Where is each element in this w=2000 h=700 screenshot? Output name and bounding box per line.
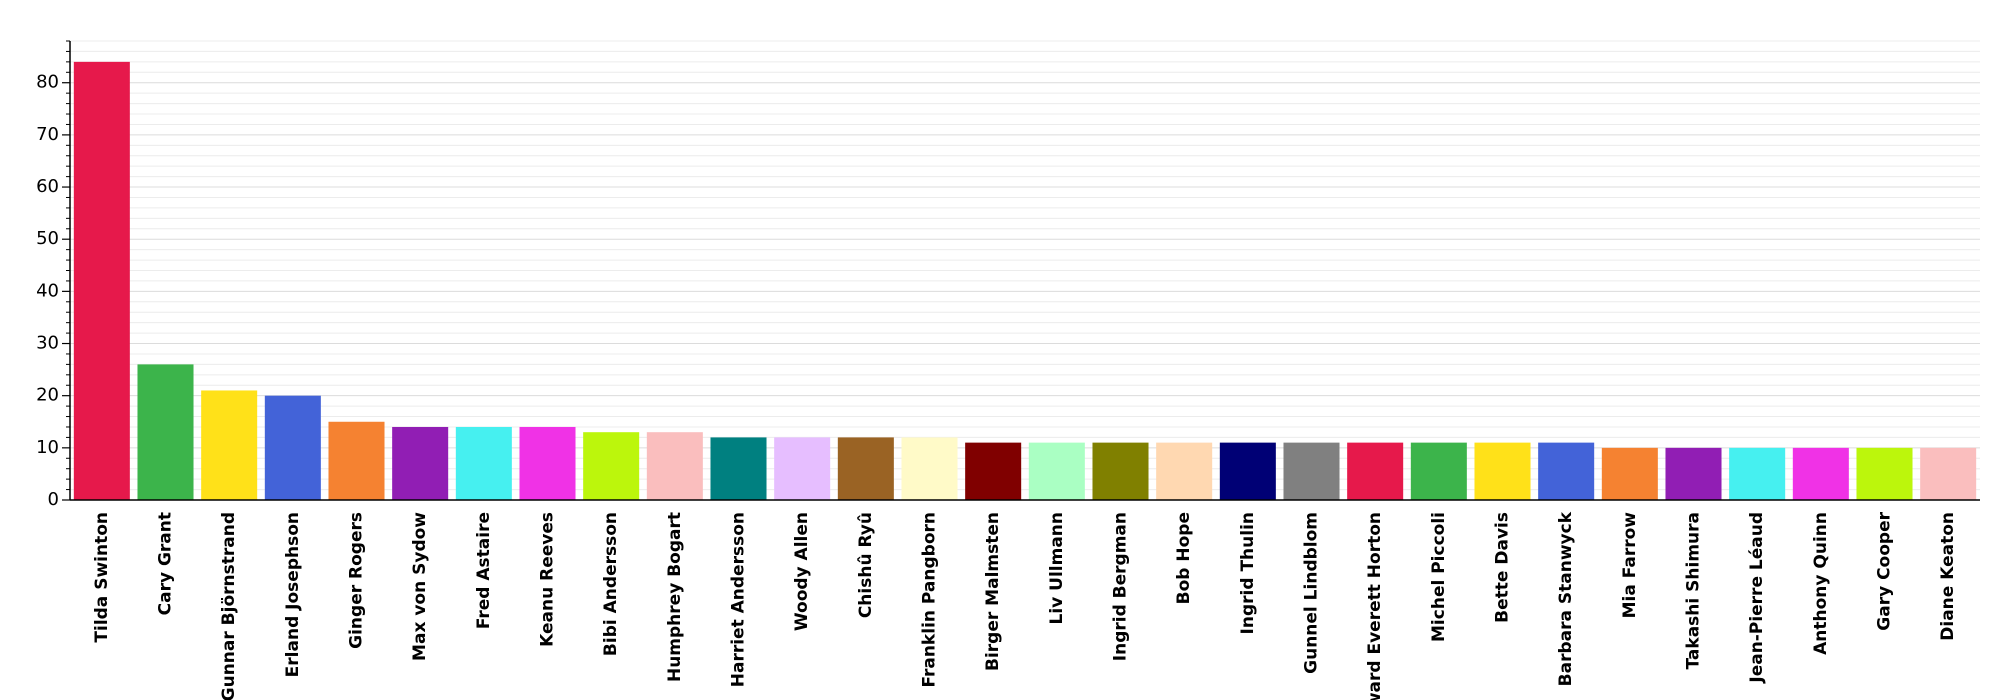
bar [583, 432, 640, 500]
bar [901, 437, 958, 500]
bar [1283, 442, 1340, 500]
x-tick-label: Gary Cooper [1875, 511, 1895, 630]
bar [1729, 447, 1786, 500]
x-tick-label: Erland Josephson [283, 512, 303, 677]
bar [1792, 447, 1849, 500]
bar [965, 442, 1022, 500]
bar [519, 426, 576, 500]
bar [1856, 447, 1913, 500]
x-tick-label: Humphrey Bogart [665, 512, 685, 682]
bar [1474, 442, 1531, 500]
x-tick-label: Tilda Swinton [92, 512, 112, 643]
x-tick-label: Cary Grant [156, 512, 176, 615]
y-tick-label: 0 [48, 489, 59, 510]
bar [710, 437, 767, 500]
y-tick-label: 20 [36, 385, 59, 406]
x-tick-label: Gunnel Lindblom [1302, 512, 1322, 674]
bar [1092, 442, 1149, 500]
x-tick-label: Birger Malmsten [983, 512, 1003, 671]
x-tick-label: Ingrid Bergman [1111, 512, 1131, 661]
y-tick-label: 60 [36, 176, 59, 197]
x-tick-label: Gunnar Björnstrand [219, 512, 239, 700]
x-tick-label: Takashi Shimura [1684, 512, 1704, 669]
x-tick-label: Michel Piccoli [1429, 512, 1449, 642]
bar [774, 437, 831, 500]
bar [1028, 442, 1085, 500]
x-tick-label: Bette Davis [1493, 512, 1513, 623]
x-tick-label: Franklin Pangborn [920, 512, 940, 688]
x-tick-label: Liv Ullmann [1047, 512, 1067, 625]
bar [455, 426, 512, 500]
y-tick-label: 10 [36, 437, 59, 458]
bar [1538, 442, 1595, 500]
x-tick-label: Barbara Stanwyck [1556, 511, 1576, 686]
bar [1601, 447, 1658, 500]
bar [646, 432, 703, 500]
x-tick-label: Bob Hope [1174, 512, 1194, 604]
y-tick-label: 40 [36, 280, 59, 301]
y-tick-label: 50 [36, 228, 59, 249]
x-tick-label: Ginger Rogers [347, 512, 367, 649]
x-tick-label: Anthony Quinn [1811, 512, 1831, 655]
bar [137, 364, 194, 500]
x-tick-label: Woody Allen [792, 512, 812, 631]
x-tick-label: Diane Keaton [1938, 512, 1958, 641]
bar [328, 421, 385, 500]
bar [264, 395, 321, 500]
bar [1347, 442, 1404, 500]
x-tick-label: Harriet Andersson [729, 512, 749, 687]
x-tick-label: Bibi Andersson [601, 512, 621, 656]
bar [201, 390, 258, 500]
bar [837, 437, 894, 500]
bar [1156, 442, 1213, 500]
bar [1410, 442, 1467, 500]
y-tick-label: 80 [36, 72, 59, 93]
bar [73, 61, 130, 500]
bar [392, 426, 449, 500]
bar [1920, 447, 1977, 500]
y-tick-label: 70 [36, 124, 59, 145]
x-tick-label: Edward Everett Horton [1365, 512, 1385, 700]
x-tick-label: Ingrid Thulin [1238, 512, 1258, 634]
bar [1665, 447, 1722, 500]
x-tick-label: Max von Sydow [410, 512, 430, 661]
x-tick-label: Mia Farrow [1620, 512, 1640, 619]
y-tick-label: 30 [36, 333, 59, 354]
bar [1219, 442, 1276, 500]
x-tick-label: Chishû Ryû [856, 512, 876, 618]
x-tick-label: Jean-Pierre Léaud [1747, 512, 1767, 684]
x-tick-label: Fred Astaire [474, 512, 494, 629]
x-tick-label: Keanu Reeves [538, 512, 558, 647]
